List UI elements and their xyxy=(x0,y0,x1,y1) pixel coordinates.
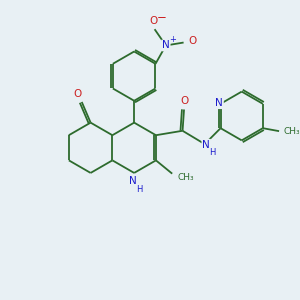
Text: H: H xyxy=(209,148,215,158)
Text: N: N xyxy=(162,40,170,50)
Text: O: O xyxy=(188,36,196,46)
Text: CH₃: CH₃ xyxy=(283,127,300,136)
Text: N: N xyxy=(215,98,223,108)
Text: O: O xyxy=(149,16,157,26)
Text: +: + xyxy=(169,35,176,44)
Text: N: N xyxy=(202,140,210,150)
Text: H: H xyxy=(136,185,143,194)
Text: O: O xyxy=(180,96,188,106)
Text: −: − xyxy=(157,11,167,25)
Text: CH₃: CH₃ xyxy=(177,173,194,182)
Text: N: N xyxy=(129,176,136,186)
Text: O: O xyxy=(73,89,81,99)
